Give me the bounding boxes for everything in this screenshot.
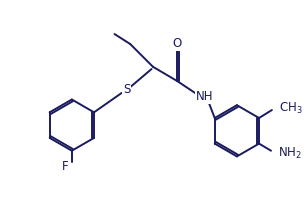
Text: CH$_3$: CH$_3$ — [279, 100, 303, 116]
Text: F: F — [62, 160, 69, 173]
Text: S: S — [123, 83, 130, 96]
Text: NH$_2$: NH$_2$ — [278, 146, 302, 161]
Text: NH: NH — [196, 90, 213, 103]
Text: O: O — [173, 37, 182, 50]
